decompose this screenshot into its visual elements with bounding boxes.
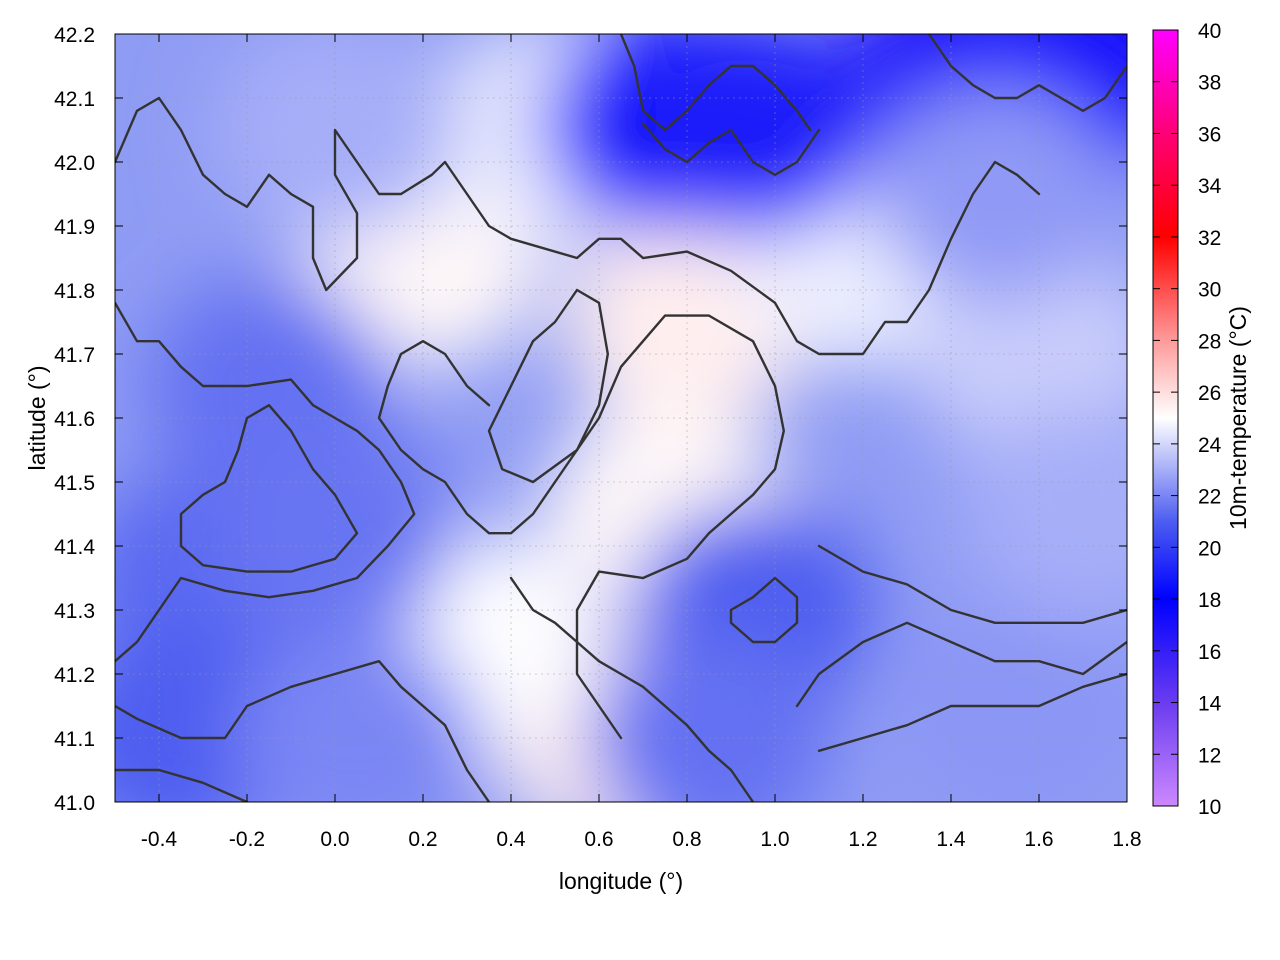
x-tick-label: 1.8 bbox=[1112, 828, 1141, 851]
y-tick-label: 41.9 bbox=[54, 216, 95, 239]
x-tick-label: 0.6 bbox=[584, 828, 613, 851]
colorbar-tick-label: 18 bbox=[1198, 589, 1221, 612]
x-tick-label: 1.4 bbox=[936, 828, 966, 851]
x-tick-label: 0.8 bbox=[672, 828, 701, 851]
temperature-region bbox=[959, 405, 1127, 623]
y-axis-title: latitude (°) bbox=[24, 365, 50, 470]
y-tick-label: 41.0 bbox=[54, 792, 95, 815]
contour-line bbox=[179, 404, 359, 573]
temperature-region bbox=[233, 629, 481, 802]
y-tick-label: 41.2 bbox=[54, 664, 95, 687]
colorbar-tick-label: 10 bbox=[1198, 796, 1221, 819]
colorbar-title: 10m-temperature (°C) bbox=[1225, 306, 1251, 530]
colorbar-tick-label: 26 bbox=[1198, 382, 1221, 405]
temperature-region bbox=[585, 629, 833, 802]
colorbar-tick-label: 40 bbox=[1198, 20, 1221, 43]
colorbar-tick-label: 28 bbox=[1198, 330, 1221, 353]
colorbar-tick-label: 22 bbox=[1198, 486, 1221, 509]
colorbar-gradient bbox=[1152, 29, 1179, 807]
contour-line bbox=[619, 34, 812, 132]
colorbar-tick-label: 38 bbox=[1198, 72, 1221, 95]
contour-line bbox=[927, 34, 1127, 112]
contour-line bbox=[817, 672, 1127, 752]
contour-line bbox=[377, 314, 785, 740]
contour-line bbox=[817, 544, 1127, 624]
contour-line bbox=[115, 768, 249, 802]
x-tick-label: -0.2 bbox=[229, 828, 265, 851]
temperature-field bbox=[115, 34, 1127, 802]
x-tick-label: 1.2 bbox=[848, 828, 877, 851]
x-tick-label: 0.4 bbox=[496, 828, 526, 851]
x-axis: -0.4 -0.2 0.0 0.2 0.4 0.6 0.8 1.0 1.2 1.4 1.6 1.8 bbox=[141, 34, 1142, 851]
colorbar-tick-label: 34 bbox=[1198, 175, 1222, 198]
colorbar: 10 12 14 16 18 20 22 24 26 28 30 32 34 36 38 40 10m-tem… bbox=[1152, 20, 1251, 819]
colorbar-tick-label: 32 bbox=[1198, 227, 1221, 250]
colorbar-tick-label: 16 bbox=[1198, 641, 1221, 664]
temperature-region bbox=[893, 597, 1127, 802]
temperature-region bbox=[871, 85, 1119, 303]
contour-line bbox=[509, 576, 755, 802]
contour-line bbox=[729, 576, 799, 644]
contour-line bbox=[641, 122, 821, 176]
colorbar-tick-label: 12 bbox=[1198, 744, 1221, 767]
y-tick-label: 41.3 bbox=[54, 600, 95, 623]
x-tick-label: 1.0 bbox=[760, 828, 789, 851]
colorbar-tick-label: 14 bbox=[1198, 693, 1222, 716]
contour-lines bbox=[115, 34, 1127, 802]
x-tick-label: -0.4 bbox=[141, 828, 178, 851]
colorbar-ticks: 10 12 14 16 18 20 22 24 26 28 30 32 34 36 38 40 bbox=[1153, 20, 1222, 819]
x-axis-title: longitude (°) bbox=[559, 868, 683, 894]
y-tick-label: 41.1 bbox=[54, 728, 95, 751]
contour-line bbox=[115, 96, 1041, 356]
plot-area bbox=[114, 33, 1128, 803]
y-axis: 41.0 41.1 41.2 41.3 41.4 41.5 41.6 41.7 41.8 41.9… bbox=[54, 24, 1127, 815]
temperature-region bbox=[629, 34, 877, 239]
y-tick-label: 42.2 bbox=[54, 24, 95, 47]
y-tick-label: 42.1 bbox=[54, 88, 95, 111]
contour-line bbox=[487, 288, 609, 484]
contour-line bbox=[795, 621, 1127, 708]
x-tick-label: 1.6 bbox=[1024, 828, 1053, 851]
contour-line bbox=[115, 660, 491, 802]
y-tick-label: 41.5 bbox=[54, 472, 95, 495]
x-tick-label: 0.2 bbox=[408, 828, 437, 851]
contour-line bbox=[115, 301, 416, 663]
x-tick-label: 0.0 bbox=[320, 828, 349, 851]
colorbar-tick-label: 30 bbox=[1198, 279, 1221, 302]
y-tick-label: 41.7 bbox=[54, 344, 95, 367]
colorbar-tick-label: 24 bbox=[1198, 434, 1222, 457]
y-tick-label: 42.0 bbox=[54, 152, 95, 175]
y-tick-label: 41.8 bbox=[54, 280, 95, 303]
colorbar-tick-label: 20 bbox=[1198, 537, 1221, 560]
y-tick-label: 41.4 bbox=[54, 536, 95, 559]
y-tick-label: 41.6 bbox=[54, 408, 95, 431]
colorbar-tick-label: 36 bbox=[1198, 123, 1221, 146]
